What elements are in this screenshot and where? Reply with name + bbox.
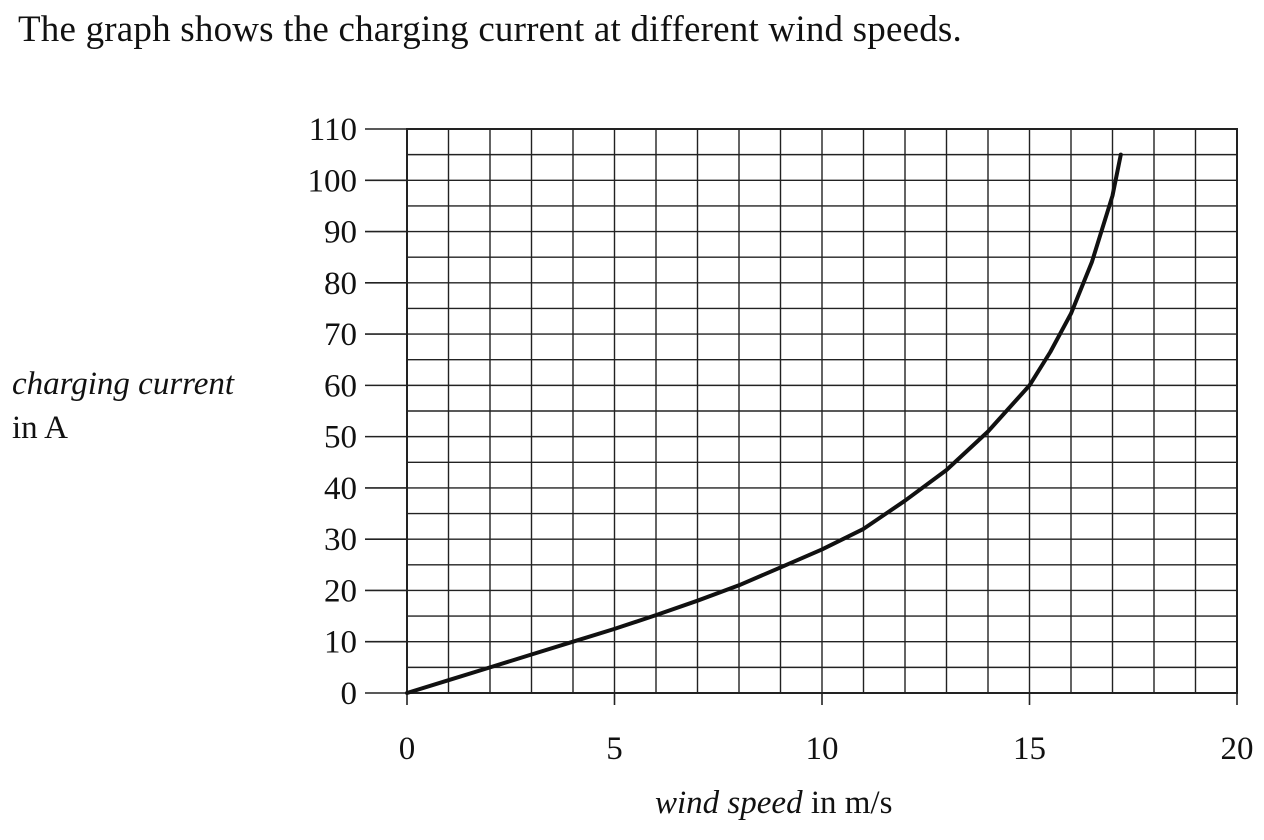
x-tick-label: 15: [1013, 731, 1046, 767]
y-tick-label: 70: [324, 317, 357, 353]
x-tick-label: 20: [1221, 731, 1254, 767]
x-axis-label-variable: wind speed: [655, 785, 803, 821]
question-text: The graph shows the charging current at …: [18, 9, 962, 50]
y-axis-label-unit: in A: [12, 410, 68, 446]
y-axis-label: charging current in A: [12, 362, 234, 450]
y-tick-label: 110: [309, 112, 357, 148]
x-axis-label: wind speed in m/s: [655, 785, 892, 822]
x-axis-label-unit: in m/s: [810, 785, 893, 821]
y-tick-label: 100: [308, 163, 358, 199]
y-tick-label: 10: [324, 625, 357, 661]
y-tick-label: 0: [341, 676, 358, 712]
series-line: [405, 152, 1123, 695]
y-tick-label: 50: [324, 420, 357, 456]
plot-frame: [406, 128, 1238, 694]
x-tick-label: 10: [806, 731, 839, 767]
x-tick-label: 0: [399, 731, 416, 767]
y-tick-label: 40: [324, 471, 357, 507]
y-tick-label: 30: [324, 522, 357, 558]
y-tick-label: 90: [324, 215, 357, 251]
y-tick-label: 80: [324, 266, 357, 302]
x-tick-label: 5: [606, 731, 623, 767]
y-axis-label-variable: charging current: [12, 366, 235, 402]
y-tick-label: 20: [324, 573, 357, 609]
y-tick-label: 60: [324, 368, 357, 404]
